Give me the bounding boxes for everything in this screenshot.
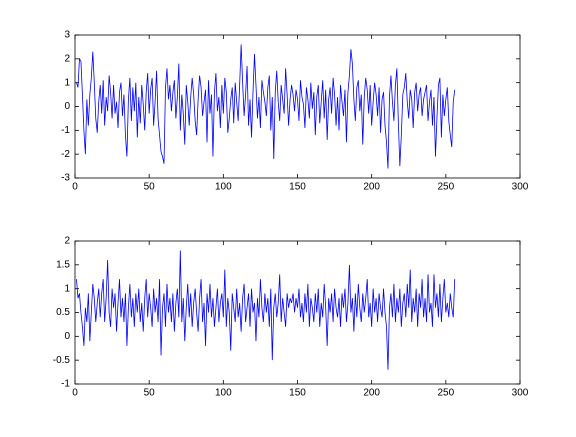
x-tick-label: 250 [437, 182, 454, 193]
x-tick-label: 200 [363, 388, 380, 399]
y-tick-label: 3 [64, 30, 70, 41]
y-tick-label: 1 [64, 283, 70, 294]
x-tick-label: 300 [512, 182, 529, 193]
y-tick-label: -0.5 [53, 355, 71, 366]
x-tick-label: 50 [144, 388, 156, 399]
x-tick-label: 150 [289, 182, 306, 193]
x-tick-label: 100 [215, 182, 232, 193]
x-tick-label: 100 [215, 388, 232, 399]
y-tick-label: -1 [61, 379, 70, 390]
y-tick-label: -2 [61, 149, 70, 160]
y-tick-label: 0 [64, 101, 70, 112]
y-tick-label: 2 [64, 236, 70, 247]
x-tick-label: 0 [72, 182, 78, 193]
x-tick-label: 150 [289, 388, 306, 399]
x-tick-label: 300 [512, 388, 529, 399]
x-tick-label: 250 [437, 388, 454, 399]
y-tick-label: 0.5 [56, 307, 70, 318]
y-tick-label: -1 [61, 125, 70, 136]
y-tick-label: -3 [61, 173, 70, 184]
y-tick-label: 2 [64, 53, 70, 64]
y-tick-label: 1.5 [56, 259, 70, 270]
y-tick-label: 0 [64, 331, 70, 342]
data-line [76, 250, 456, 370]
x-tick-label: 50 [144, 182, 156, 193]
data-line [76, 44, 456, 169]
x-tick-label: 200 [363, 182, 380, 193]
y-tick-label: 1 [64, 77, 70, 88]
x-tick-label: 0 [72, 388, 78, 399]
